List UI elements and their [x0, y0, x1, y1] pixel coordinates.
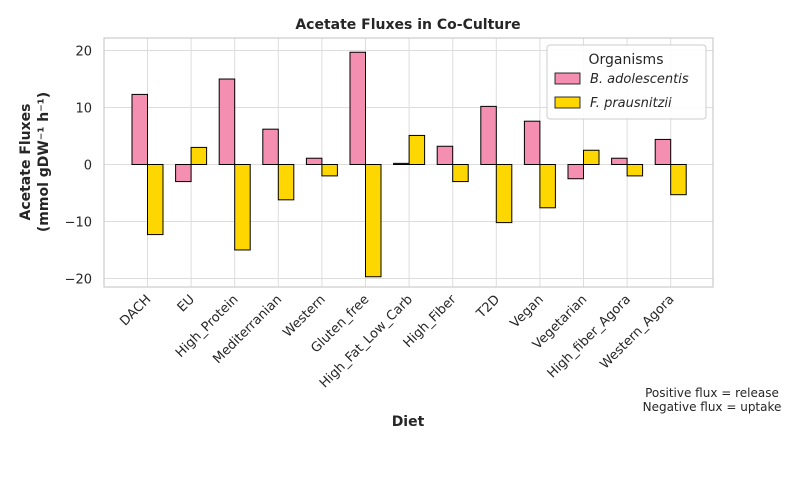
bar-b-adolescentis-western-agora: [654, 138, 672, 165]
bar-b-adolescentis-dach: [131, 93, 148, 165]
y-tick-label: 20: [75, 45, 92, 60]
legend-label-f-prausnitzii: F. prausnitzii: [590, 96, 672, 111]
bar-f-prausnitzii-western-agora: [670, 163, 687, 196]
legend-swatch-f-prausnitzii: [554, 96, 581, 109]
bar-b-adolescentis-high-fiber: [436, 145, 454, 165]
bar-f-prausnitzii-vegetarian: [583, 149, 600, 165]
bar-f-prausnitzii-eu: [190, 146, 208, 165]
legend-title: Organisms: [589, 52, 664, 68]
bar-f-prausnitzii-gluten-free: [365, 163, 382, 278]
bar-f-prausnitzii-western: [321, 163, 338, 177]
bar-b-adolescentis-t2d: [480, 105, 497, 165]
bar-b-adolescentis-high-fat-low-carb: [393, 162, 410, 165]
y-tick-label: −10: [65, 215, 92, 230]
y-tick-label: 0: [84, 158, 92, 173]
bar-b-adolescentis-eu: [175, 163, 192, 183]
legend-swatch-b-adolescentis: [554, 72, 581, 85]
bar-f-prausnitzii-t2d: [495, 163, 513, 224]
bar-b-adolescentis-high-fiber-agora: [611, 157, 628, 165]
bar-b-adolescentis-western: [305, 157, 323, 165]
y-axis-label: Acetate Fluxes (mmol gDW⁻¹ h⁻¹): [18, 92, 52, 232]
annotation-release: Positive flux = release: [645, 386, 779, 400]
bar-f-prausnitzii-high-protein: [234, 163, 251, 251]
bars: [131, 51, 687, 278]
y-axis-label-line2: (mmol gDW⁻¹ h⁻¹): [36, 92, 52, 232]
flux-annotation: Positive flux = release Negative flux = …: [643, 386, 782, 414]
bar-b-adolescentis-vegetarian: [567, 163, 584, 180]
annotation-uptake: Negative flux = uptake: [643, 400, 782, 414]
plot-frame: [103, 37, 714, 288]
x-axis-label: Diet: [392, 414, 425, 430]
bar-f-prausnitzii-high-fat-low-carb: [408, 134, 426, 165]
bar-b-adolescentis-gluten-free: [349, 51, 366, 165]
y-tick-label: −20: [65, 272, 92, 287]
bar-f-prausnitzii-dach: [147, 163, 164, 236]
chart-title: Acetate Fluxes in Co-Culture: [295, 17, 520, 33]
legend-box: [546, 44, 707, 120]
bar-f-prausnitzii-high-fiber: [452, 163, 469, 183]
bar-f-prausnitzii-vegan: [539, 163, 556, 209]
bar-f-prausnitzii-mediterranian: [277, 163, 295, 201]
legend-label-b-adolescentis: B. adolescentis: [590, 72, 689, 87]
y-axis-label-line1: Acetate Fluxes: [18, 103, 34, 220]
bar-b-adolescentis-mediterranian: [262, 128, 279, 165]
y-tick-label: 10: [75, 102, 92, 117]
legend: Organisms B. adolescentis F. prausnitzii: [546, 44, 707, 120]
bar-b-adolescentis-high-protein: [218, 78, 236, 165]
bar-b-adolescentis-vegan: [523, 120, 541, 165]
bar-f-prausnitzii-high-fiber-agora: [626, 163, 644, 177]
